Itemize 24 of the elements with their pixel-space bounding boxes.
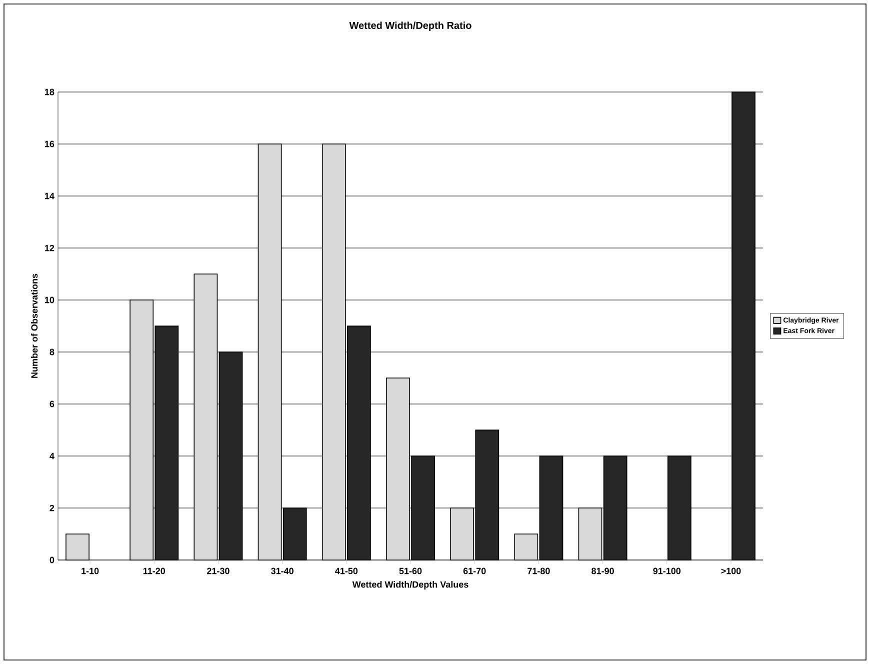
y-tick-label: 8 xyxy=(50,348,54,356)
x-tick-label: 31-40 xyxy=(271,568,294,574)
chart-title: Wetted Width/Depth Ratio xyxy=(349,22,472,31)
x-tick-label: 61-70 xyxy=(463,568,486,574)
x-axis-title: Wetted Width/Depth Values xyxy=(352,581,468,590)
y-tick-label: 2 xyxy=(50,504,54,512)
x-tick-label: 81-90 xyxy=(592,568,614,574)
x-tick-label: 1-10 xyxy=(82,568,99,574)
y-tick-label: 6 xyxy=(50,400,54,408)
x-tick-label: 11-20 xyxy=(143,568,166,574)
y-tick-label: 16 xyxy=(45,140,54,148)
x-tick-label: 21-30 xyxy=(207,568,230,574)
y-tick-label: 12 xyxy=(45,244,54,252)
x-tick-label: 71-80 xyxy=(528,568,550,574)
x-tick-label: >100 xyxy=(721,568,741,574)
x-tick-label: 41-50 xyxy=(335,568,358,574)
y-tick-label: 4 xyxy=(50,452,54,460)
y-tick-label: 10 xyxy=(45,296,54,304)
y-tick-label: 14 xyxy=(45,192,54,200)
x-tick-label: 51-60 xyxy=(399,568,422,574)
y-tick-label: 18 xyxy=(45,88,54,96)
x-tick-label: 91-100 xyxy=(653,568,681,574)
y-tick-label: 0 xyxy=(50,556,54,564)
y-axis-title: Number of Observations xyxy=(30,274,38,378)
